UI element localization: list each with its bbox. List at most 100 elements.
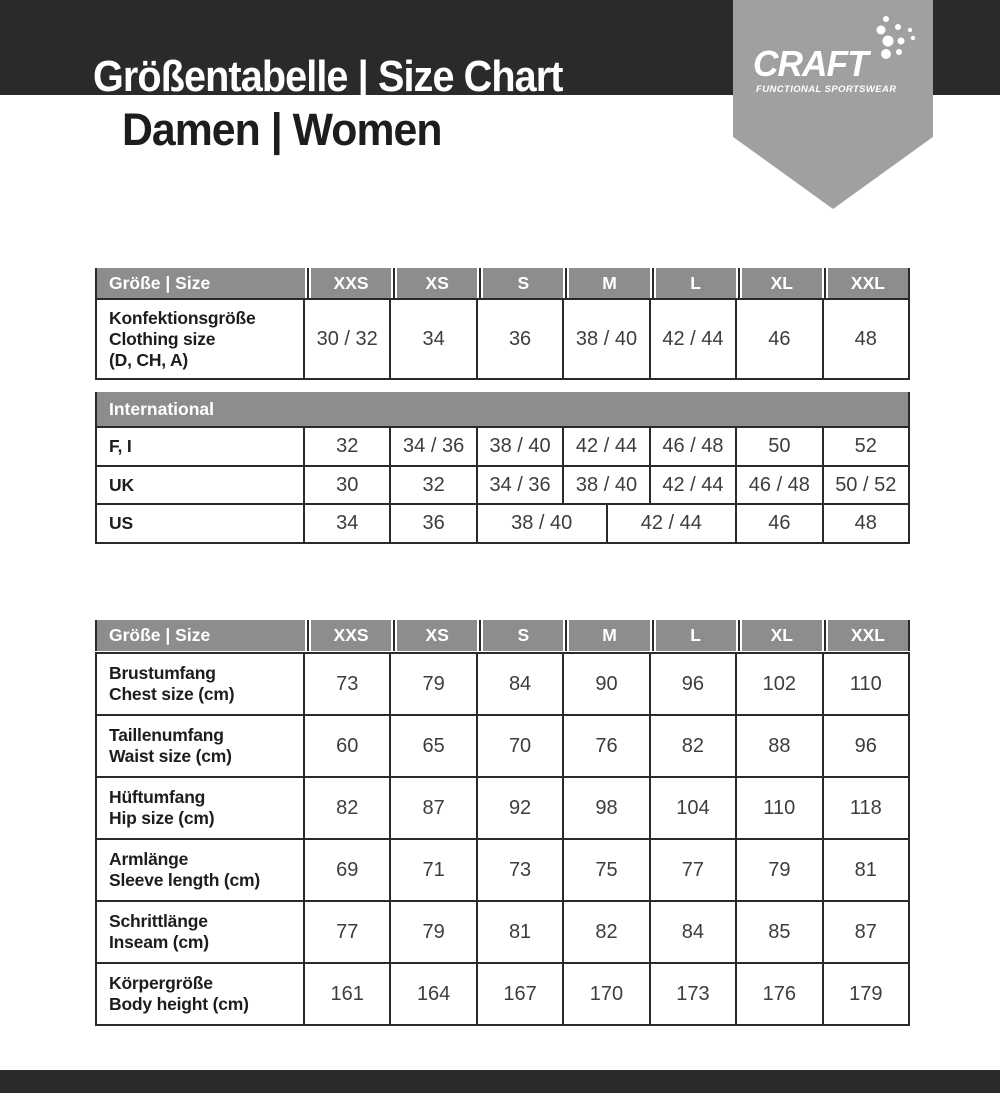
row-label: Schrittlänge Inseam (cm) <box>97 902 303 962</box>
row-label: Brustumfang Chest size (cm) <box>97 654 303 714</box>
size-value-cell: 90 <box>564 654 649 714</box>
size-value-cell: 34 <box>391 300 476 378</box>
row-label-line: Taillenumfang <box>109 725 224 745</box>
size-value-cell: 30 / 32 <box>305 300 390 378</box>
size-value-cell: 98 <box>564 778 649 838</box>
size-value-cell: 79 <box>737 840 822 900</box>
size-value-cell: 173 <box>650 964 736 1024</box>
size-value-cell: 69 <box>305 840 390 900</box>
size-value-cell: 77 <box>305 902 390 962</box>
row-label-line: US <box>109 513 133 533</box>
size-value-cell: 32 <box>305 428 390 465</box>
size-value-cell: 164 <box>391 964 476 1024</box>
size-value-cell: 75 <box>564 840 649 900</box>
size-value-cell: 104 <box>650 778 736 838</box>
size-value-cell: 36 <box>477 300 563 378</box>
size-value-cell: 102 <box>737 654 822 714</box>
size-value-cell: 71 <box>391 840 476 900</box>
size-value-cell: 50 <box>737 428 822 465</box>
row-label: UK <box>97 467 303 503</box>
size-value-cell: 92 <box>477 778 563 838</box>
size-value-cell: 110 <box>737 778 822 838</box>
row-label-line: Schrittlänge <box>109 911 208 931</box>
size-value-cell: 38 / 40 <box>477 505 606 542</box>
size-value-cell: 85 <box>737 902 822 962</box>
size-column-header: XXL <box>823 268 910 298</box>
craft-logo-wordmark: CRAFT <box>753 43 869 84</box>
craft-snowflake-dots-icon <box>876 16 916 59</box>
size-value-cell: 65 <box>391 716 476 776</box>
table1-international-rows: F, I 32 34 / 36 38 / 40 42 / 44 46 / 48 50 52 UK… <box>95 426 910 544</box>
size-value-cell: 81 <box>823 840 908 900</box>
size-value-cell: 60 <box>305 716 390 776</box>
size-value-cell: 82 <box>650 716 736 776</box>
size-value-cell: 42 / 44 <box>650 467 736 503</box>
size-column-header: M <box>565 620 650 651</box>
size-value-cell: 79 <box>391 654 476 714</box>
row-label-line: Clothing size <box>109 328 216 349</box>
size-value-cell: 46 <box>737 505 822 542</box>
row-label-line: UK <box>109 474 134 495</box>
row-label-line: Sleeve length (cm) <box>109 870 261 890</box>
size-value-cell: 70 <box>477 716 563 776</box>
size-value-cell: 46 / 48 <box>737 467 822 503</box>
size-column-header: XXS <box>306 620 392 651</box>
size-column-header: S <box>479 620 564 651</box>
page-subtitle: Damen | Women <box>122 104 442 155</box>
table1-clothing-size-row: Konfektionsgröße Clothing size (D, CH, A) 3… <box>95 298 910 380</box>
size-value-cell: 48 <box>823 300 908 378</box>
size-value-cell: 34 / 36 <box>391 428 476 465</box>
table2-header-row: Größe | Size XXS XS S M L XL XXL <box>95 620 910 651</box>
row-label: F, I <box>97 428 303 465</box>
size-value-cell: 48 <box>823 505 908 542</box>
size-column-header: XL <box>737 268 822 298</box>
size-header-label: Größe | Size <box>95 620 305 651</box>
size-value-cell: 167 <box>477 964 563 1024</box>
row-label-line: Chest size (cm) <box>109 684 235 704</box>
size-value-cell: 38 / 40 <box>477 428 563 465</box>
row-label: Hüftumfang Hip size (cm) <box>97 778 303 838</box>
size-value-cell: 34 / 36 <box>477 467 563 503</box>
size-value-cell: 96 <box>650 654 736 714</box>
size-value-cell: 42 / 44 <box>607 505 736 542</box>
size-value-cell: 82 <box>305 778 390 838</box>
size-column-header: XL <box>737 620 822 651</box>
size-value-cell: 179 <box>823 964 908 1024</box>
row-label: Taillenumfang Waist size (cm) <box>97 716 303 776</box>
size-column-header: M <box>565 268 650 298</box>
row-label: Konfektionsgröße Clothing size (D, CH, A) <box>97 300 303 378</box>
size-column-header: XS <box>393 620 478 651</box>
size-value-cell: 176 <box>737 964 822 1024</box>
size-value-cell: 34 <box>305 505 390 542</box>
size-value-cell: 77 <box>650 840 736 900</box>
size-column-header: XS <box>393 268 478 298</box>
size-value-cell: 76 <box>564 716 649 776</box>
size-value-cell: 46 <box>737 300 822 378</box>
row-label-line: Konfektionsgröße <box>109 307 256 328</box>
size-value-cell: 79 <box>391 902 476 962</box>
size-value-cell: 73 <box>477 840 563 900</box>
row-label-line: Armlänge <box>109 849 189 869</box>
row-label-line: (D, CH, A) <box>109 349 189 370</box>
size-header-label: Größe | Size <box>95 268 305 298</box>
brand-tagline: FUNCTIONAL SPORTSWEAR <box>756 84 897 95</box>
size-value-cell: 38 / 40 <box>564 300 649 378</box>
size-value-cell: 82 <box>564 902 649 962</box>
table2-measurement-rows: Brustumfang Chest size (cm) 73 79 84 90 96 102 1… <box>95 652 910 1026</box>
brand-ribbon: CRAFT FUNCTIONAL SPORTSWEAR <box>733 0 933 209</box>
size-value-cell: 118 <box>823 778 908 838</box>
size-value-cell: 36 <box>391 505 476 542</box>
size-value-cell: 42 / 44 <box>564 428 649 465</box>
size-value-cell: 87 <box>391 778 476 838</box>
row-label-line: F, I <box>109 436 132 456</box>
size-value-cell: 110 <box>823 654 908 714</box>
row-label-line: Brustumfang <box>109 663 216 683</box>
size-value-cell: 81 <box>477 902 563 962</box>
row-label-line: Waist size (cm) <box>109 746 232 766</box>
bottom-black-bar <box>0 1070 1000 1093</box>
row-label: US <box>97 505 303 542</box>
row-label-line: Inseam (cm) <box>109 932 209 952</box>
size-column-header: XXL <box>823 620 910 651</box>
size-value-cell: 161 <box>305 964 390 1024</box>
